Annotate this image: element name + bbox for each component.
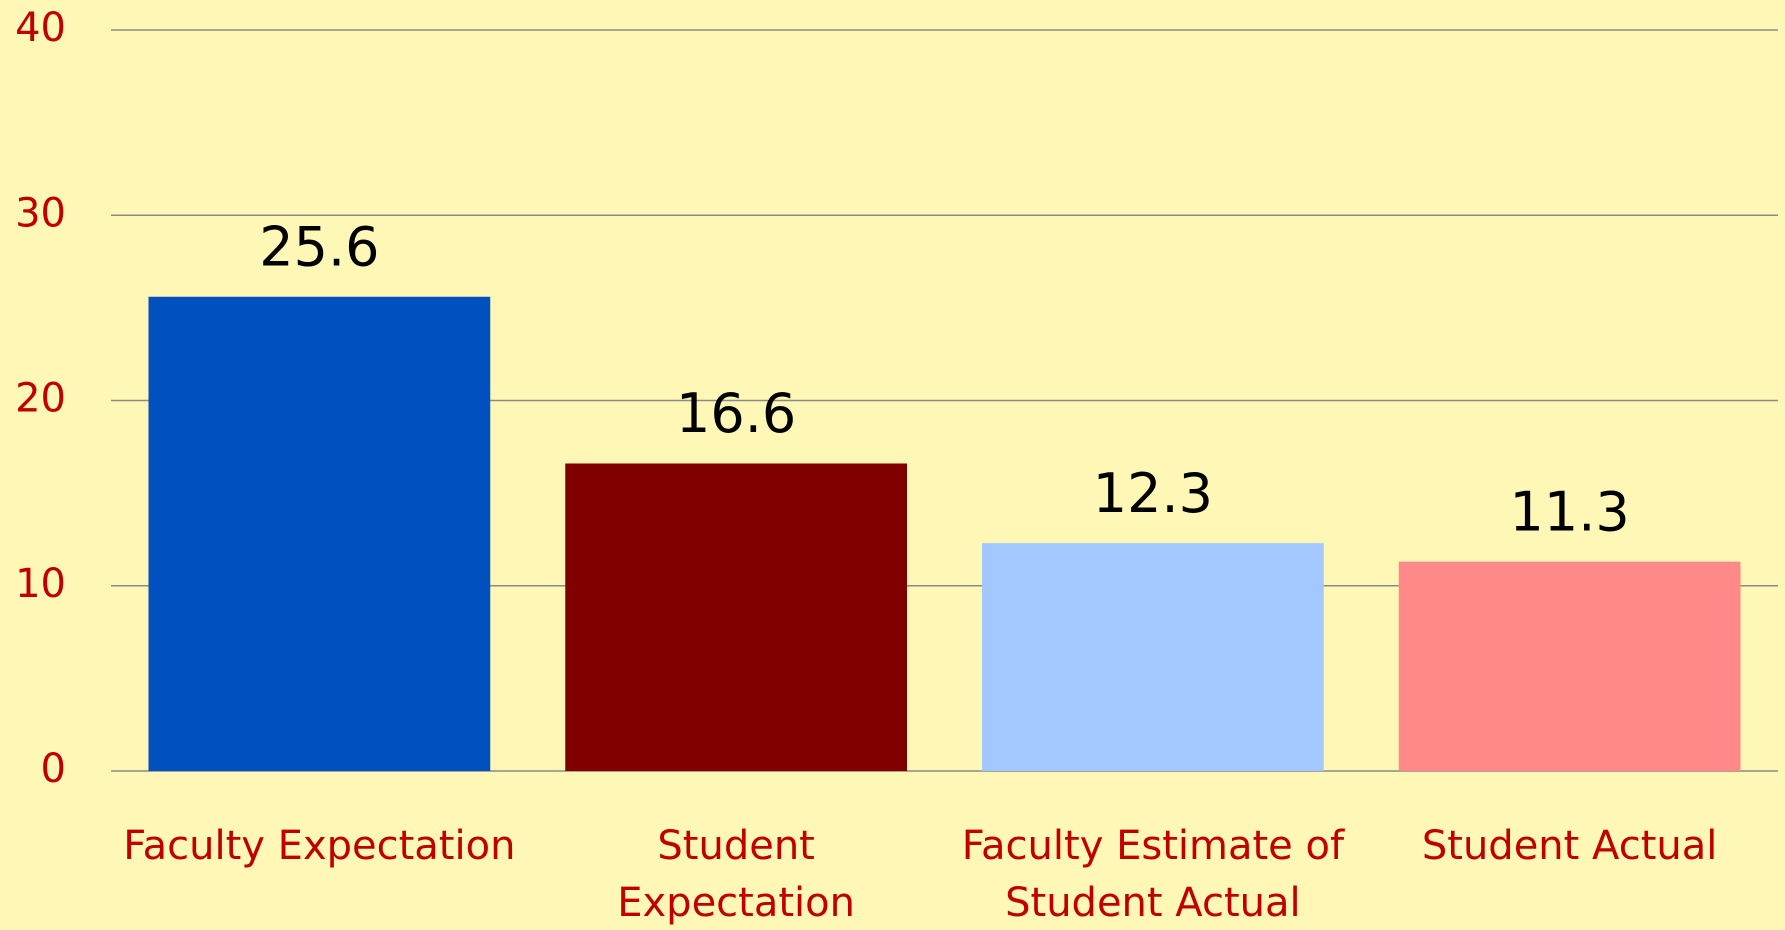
- x-tick-label: Faculty Expectation: [123, 823, 515, 869]
- data-label: 16.6: [676, 382, 796, 445]
- x-tick-label: Student Actual: [1422, 823, 1718, 869]
- x-tick-label: Student: [657, 823, 814, 869]
- y-tick-label: 30: [15, 190, 66, 236]
- data-label: 12.3: [1093, 462, 1213, 525]
- x-tick-label: Faculty Estimate of: [962, 823, 1345, 869]
- bar: [1398, 561, 1741, 771]
- data-label: 25.6: [259, 215, 379, 278]
- bar: [148, 296, 491, 771]
- bar: [982, 543, 1324, 771]
- y-tick-label: 0: [41, 746, 66, 792]
- y-tick-label: 10: [15, 561, 66, 607]
- bar: [565, 463, 907, 771]
- x-tick-label: Expectation: [617, 880, 855, 926]
- y-tick-label: 40: [15, 5, 66, 51]
- y-tick-label: 20: [15, 376, 66, 422]
- x-tick-label: Student Actual: [1005, 880, 1301, 926]
- data-label: 11.3: [1510, 480, 1630, 543]
